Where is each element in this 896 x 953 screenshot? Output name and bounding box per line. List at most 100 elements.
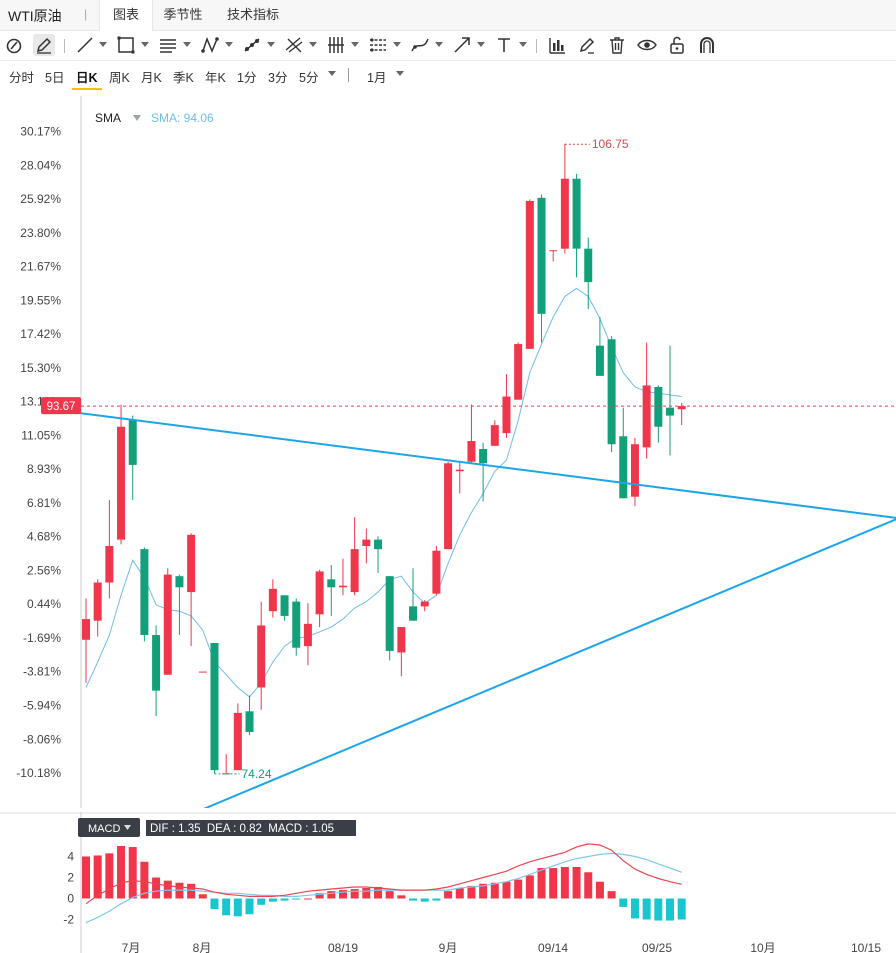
chevron-down-icon[interactable] <box>183 42 191 47</box>
period-intraday[interactable]: 分时 <box>9 71 35 85</box>
macd-values-box <box>146 820 356 836</box>
candle <box>362 528 371 564</box>
trend-lines[interactable] <box>62 409 896 808</box>
macd-indicator-name[interactable]: MACD <box>88 823 120 835</box>
macd-bar <box>397 895 406 899</box>
sma-value-label: SMA: 94.06 <box>151 111 214 125</box>
chevron-down-icon[interactable] <box>328 71 336 76</box>
chevron-down-icon[interactable] <box>99 42 107 47</box>
fib-lines-icon[interactable] <box>157 34 179 56</box>
trend-line[interactable] <box>144 433 896 808</box>
y-tick-label: 2.56% <box>27 563 61 577</box>
macd-bar <box>374 886 382 899</box>
header-bar: WTI原油 | 图表 季节性 技术指标 <box>0 0 896 31</box>
channel-icon[interactable] <box>367 34 389 56</box>
x-tick-label: 08/19 <box>328 941 358 953</box>
candle <box>303 603 312 666</box>
macd-bar <box>654 898 663 921</box>
candle <box>350 517 359 596</box>
y-tick-label: 11.05% <box>21 428 61 442</box>
trend-line[interactable] <box>62 409 896 545</box>
macd-bar <box>327 891 336 899</box>
candle <box>210 642 219 774</box>
trash-icon[interactable] <box>606 34 628 56</box>
macd-indicator-button[interactable] <box>78 818 140 837</box>
candle <box>560 143 569 254</box>
chevron-down-icon[interactable] <box>396 71 404 76</box>
candle <box>549 250 558 262</box>
macd-bar <box>303 898 312 900</box>
bar-chart-icon[interactable] <box>546 34 568 56</box>
y-tick-label: -1.69% <box>23 631 61 645</box>
candle <box>198 671 207 673</box>
eye-icon[interactable] <box>636 34 658 56</box>
candle <box>490 420 499 446</box>
chevron-down-icon[interactable] <box>309 42 317 47</box>
candles <box>82 143 686 775</box>
period-monthly[interactable]: 月K <box>141 71 162 85</box>
cross-lines-icon[interactable] <box>283 34 305 56</box>
macd-values: DIF : 1.35 DEA : 0.82 MACD : 1.05 <box>150 823 334 835</box>
period-weekly[interactable]: 周K <box>109 71 130 85</box>
text-icon[interactable] <box>493 34 515 56</box>
chevron-down-icon[interactable] <box>133 115 141 121</box>
pencil-icon[interactable] <box>33 34 55 56</box>
chevron-down-icon[interactable] <box>435 42 443 47</box>
candle <box>479 442 488 502</box>
edit-icon[interactable] <box>576 34 598 56</box>
candle <box>525 199 534 349</box>
indicator-name[interactable]: SMA <box>95 111 121 125</box>
candle <box>140 547 149 642</box>
macd-bar <box>607 891 616 899</box>
chevron-down-icon[interactable] <box>519 42 527 47</box>
line-icon[interactable] <box>74 34 96 56</box>
candle <box>467 404 476 464</box>
candle <box>327 565 336 616</box>
macd-chart[interactable]: 4 2 0 -2 7月 8月 08/19 9月 09/14 09/25 10月 10/15 MACD… <box>0 812 896 953</box>
chevron-down-icon[interactable] <box>124 825 131 830</box>
candle <box>187 533 196 647</box>
macd-bar <box>362 888 371 899</box>
magnet-icon[interactable] <box>696 34 718 56</box>
period-5day[interactable]: 5日 <box>45 71 65 85</box>
macd-bar <box>666 898 674 921</box>
y-tick-label: 28.04% <box>20 158 61 172</box>
macd-bar <box>572 867 581 899</box>
tab-chart[interactable]: 图表 <box>99 0 153 31</box>
candlestick-chart[interactable]: 30.17% 28.04% 25.92% 23.80% 21.67% 19.55% 17.4… <box>0 96 896 808</box>
period-daily[interactable]: 日K <box>76 71 98 85</box>
macd-bar <box>257 898 266 905</box>
candle <box>455 461 464 494</box>
chevron-down-icon[interactable] <box>267 42 275 47</box>
period-quarterly[interactable]: 季K <box>173 71 194 85</box>
drawing-toolbar <box>0 30 896 61</box>
brush-icon[interactable] <box>3 34 25 56</box>
macd-y-axis-ticks: 4 2 0 -2 <box>63 850 74 927</box>
pattern-icon[interactable] <box>199 34 221 56</box>
candle <box>595 317 604 376</box>
node-line-icon[interactable] <box>241 34 263 56</box>
unlock-icon[interactable] <box>666 34 688 56</box>
period-yearly[interactable]: 年K <box>205 71 226 85</box>
macd-bar <box>315 893 324 899</box>
chevron-down-icon[interactable] <box>225 42 233 47</box>
chevron-down-icon[interactable] <box>351 42 359 47</box>
chevron-down-icon[interactable] <box>477 42 485 47</box>
max-price-label: 106.75 <box>592 137 629 151</box>
period-1min[interactable]: 1分 <box>237 71 257 85</box>
vertical-lines-icon[interactable] <box>325 34 347 56</box>
rectangle-icon[interactable] <box>115 34 137 56</box>
period-3min[interactable]: 3分 <box>268 71 288 85</box>
candle <box>607 336 616 453</box>
chevron-down-icon[interactable] <box>393 42 401 47</box>
macd-bar <box>93 855 102 899</box>
chevron-down-icon[interactable] <box>141 42 149 47</box>
macd-bar <box>584 872 593 899</box>
tab-technical-indicators[interactable]: 技术指标 <box>226 7 279 22</box>
tab-seasonality[interactable]: 季节性 <box>163 7 203 22</box>
range-selector[interactable]: 1月 <box>367 71 387 85</box>
arrow-icon[interactable] <box>451 34 473 56</box>
active-period-underline <box>72 88 102 90</box>
period-5min[interactable]: 5分 <box>299 71 319 85</box>
curve-icon[interactable] <box>409 34 431 56</box>
